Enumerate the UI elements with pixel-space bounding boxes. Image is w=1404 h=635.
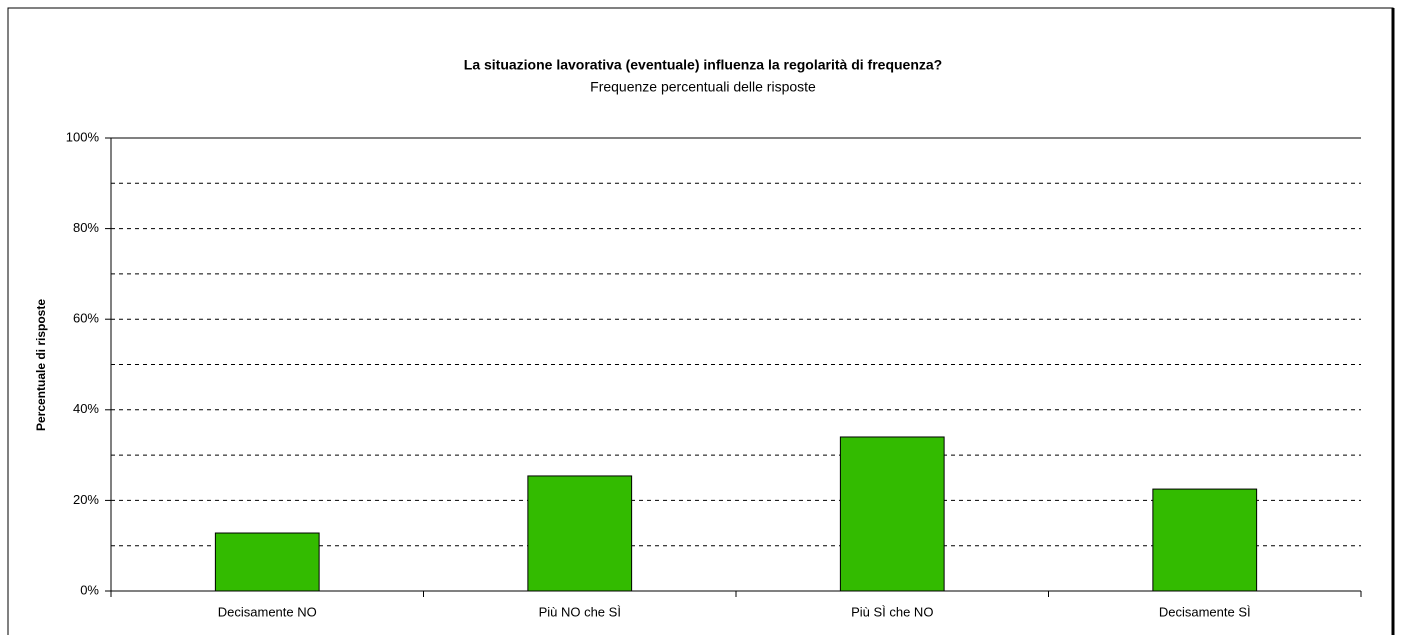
bar xyxy=(214,532,320,592)
x-tick-label: Decisamente SÌ xyxy=(1159,604,1251,619)
chart-subtitle: Frequenze percentuali delle risposte xyxy=(590,79,816,95)
y-axis-label: Percentuale di risposte xyxy=(34,299,48,431)
x-tick-label: Più NO che SÌ xyxy=(539,604,621,619)
bar xyxy=(839,436,945,592)
y-tick-label: 40% xyxy=(73,401,99,416)
x-tick-label: Più SÌ che NO xyxy=(851,604,933,619)
chart-title: La situazione lavorativa (eventuale) inf… xyxy=(464,57,942,73)
y-tick-label: 0% xyxy=(80,582,99,597)
y-tick-label: 100% xyxy=(66,129,100,144)
bar xyxy=(1152,488,1258,592)
x-tick-label: Decisamente NO xyxy=(218,604,317,619)
y-tick-label: 60% xyxy=(73,311,99,326)
y-tick-label: 80% xyxy=(73,220,99,235)
bar xyxy=(527,475,633,592)
y-tick-label: 20% xyxy=(73,492,99,507)
